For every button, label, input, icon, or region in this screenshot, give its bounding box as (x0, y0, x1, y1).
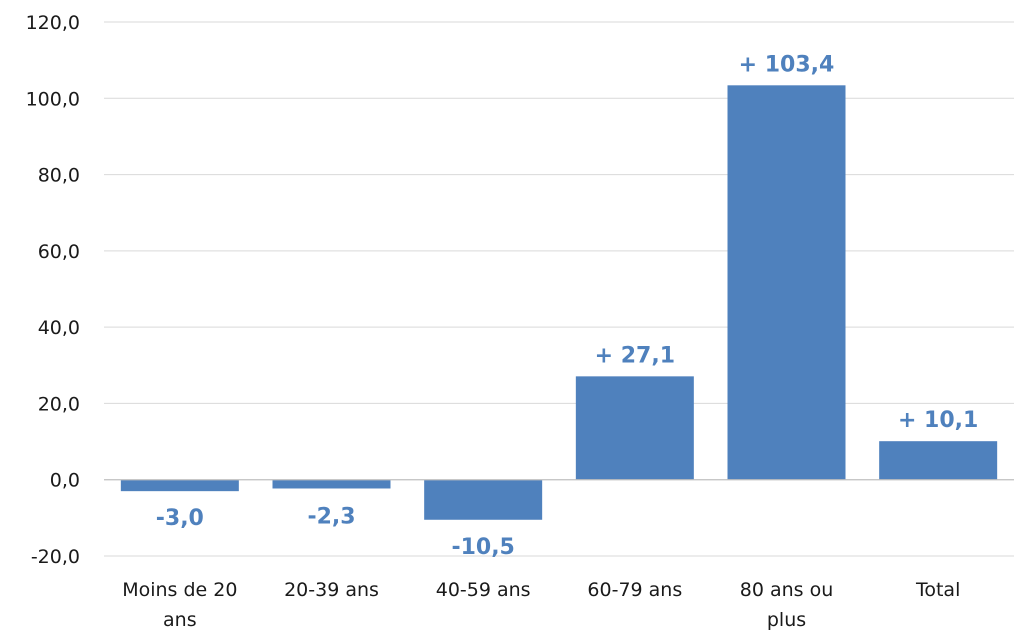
category-label: 80 ans ou (740, 579, 834, 601)
category-label: Moins de 20 (122, 579, 237, 601)
data-label: -10,5 (451, 535, 514, 560)
category-label: ans (163, 609, 197, 631)
bar (424, 479, 543, 520)
bar (120, 479, 239, 492)
category-label: 60-79 ans (587, 579, 682, 601)
category-label: plus (767, 609, 806, 631)
bar (272, 479, 391, 489)
y-tick-label: 60,0 (38, 241, 80, 263)
y-tick-label: 80,0 (38, 165, 80, 187)
y-tick-label: -20,0 (31, 546, 80, 568)
x-axis-category-labels: Moins de 20 ans 20-39 ans 40-59 ans 60-79 an… (122, 579, 960, 631)
y-tick-label: 120,0 (26, 12, 80, 34)
y-tick-label: 100,0 (26, 88, 80, 110)
y-tick-label: 40,0 (38, 317, 80, 339)
category-label: 20-39 ans (284, 579, 379, 601)
bars (120, 85, 998, 520)
data-labels: -3,0 -2,3 -10,5 + 27,1 + 103,4 + 10,1 (156, 52, 979, 559)
category-label: Total (915, 579, 960, 601)
data-label: -3,0 (156, 506, 204, 531)
y-tick-label: 0,0 (50, 470, 80, 492)
bar (575, 376, 694, 480)
data-label: + 10,1 (898, 408, 978, 433)
data-label: -2,3 (307, 505, 355, 530)
data-label: + 103,4 (739, 52, 835, 77)
y-axis-tick-labels: -20,0 0,0 20,0 40,0 60,0 80,0 100,0 120,0 (26, 12, 80, 568)
bar (879, 441, 998, 480)
gridlines (104, 21, 1014, 557)
data-label: + 27,1 (595, 343, 675, 368)
category-label: 40-59 ans (436, 579, 531, 601)
bar (727, 85, 846, 480)
y-tick-label: 20,0 (38, 393, 80, 415)
